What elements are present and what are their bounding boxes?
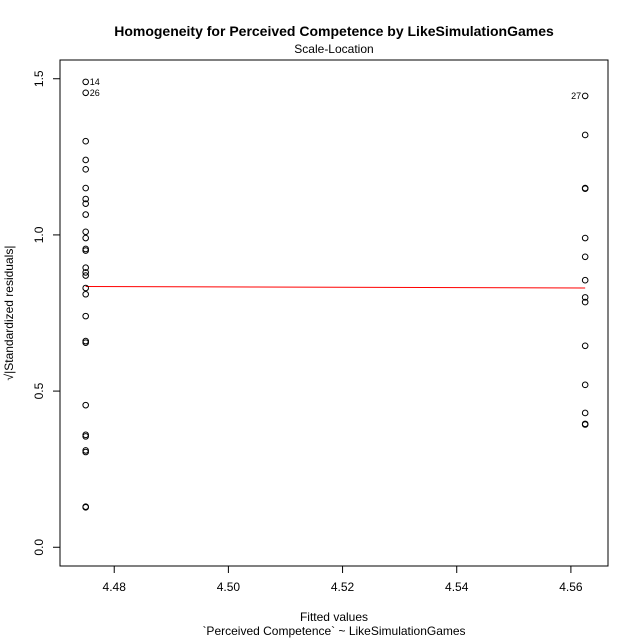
data-point [82, 156, 89, 164]
y-tick-label: 0.0 [32, 539, 46, 556]
data-point [581, 92, 589, 100]
data-point [82, 312, 89, 320]
data-point [581, 342, 589, 350]
x-axis-label: Fitted values [300, 610, 368, 624]
x-tick-label: 4.50 [217, 580, 241, 594]
data-point [581, 253, 589, 261]
data-point [82, 247, 89, 254]
data-point [82, 401, 89, 409]
y-tick-label: 0.5 [32, 382, 46, 399]
data-point [82, 184, 89, 192]
data-point [82, 269, 89, 276]
data-point [82, 211, 89, 218]
data-point [82, 339, 89, 346]
y-tick-label: 1.0 [32, 226, 46, 243]
chart-subtitle: Scale-Location [294, 42, 373, 56]
data-point [581, 381, 589, 389]
chart-title: Homogeneity for Perceived Competence by … [114, 23, 554, 39]
data-point [82, 89, 89, 97]
data-point [82, 228, 89, 236]
point-label: 26 [90, 88, 100, 98]
data-point [581, 234, 589, 242]
data-point [82, 166, 89, 173]
data-point [82, 137, 89, 145]
data-point [82, 290, 89, 298]
data-point [581, 409, 589, 417]
point-label: 27 [571, 91, 581, 101]
y-tick-label: 1.5 [32, 70, 46, 87]
x-tick-label: 4.56 [559, 580, 583, 594]
data-point [82, 200, 89, 207]
x-tick-label: 4.54 [445, 580, 469, 594]
data-point [82, 503, 89, 511]
x-axis: 4.48 4.50 4.52 4.54 4.56 [103, 565, 583, 594]
x-tick-label: 4.52 [331, 580, 355, 594]
x-tick-label: 4.48 [103, 580, 127, 594]
data-point [581, 276, 589, 284]
plot-frame [59, 59, 609, 567]
smooth-line-group [85, 285, 586, 289]
data-point [82, 448, 89, 456]
data-point [581, 298, 589, 306]
data-point [82, 195, 89, 203]
data-point [581, 131, 589, 139]
data-point [82, 433, 89, 440]
point-label: 14 [90, 77, 100, 87]
smooth-line [85, 285, 586, 289]
x-axis-sublabel: `Perceived Competence` ~ LikeSimulationG… [202, 624, 465, 638]
data-point [82, 284, 89, 292]
y-axis-label: √|Standardized residuals| [2, 246, 16, 381]
data-point [82, 264, 89, 272]
data-point [82, 272, 89, 279]
data-point [82, 78, 89, 86]
data-point [581, 185, 589, 192]
data-point [581, 294, 589, 301]
data-point [82, 234, 89, 242]
data-point [581, 421, 589, 428]
y-axis: 0.0 0.5 1.0 1.5 [32, 70, 61, 556]
